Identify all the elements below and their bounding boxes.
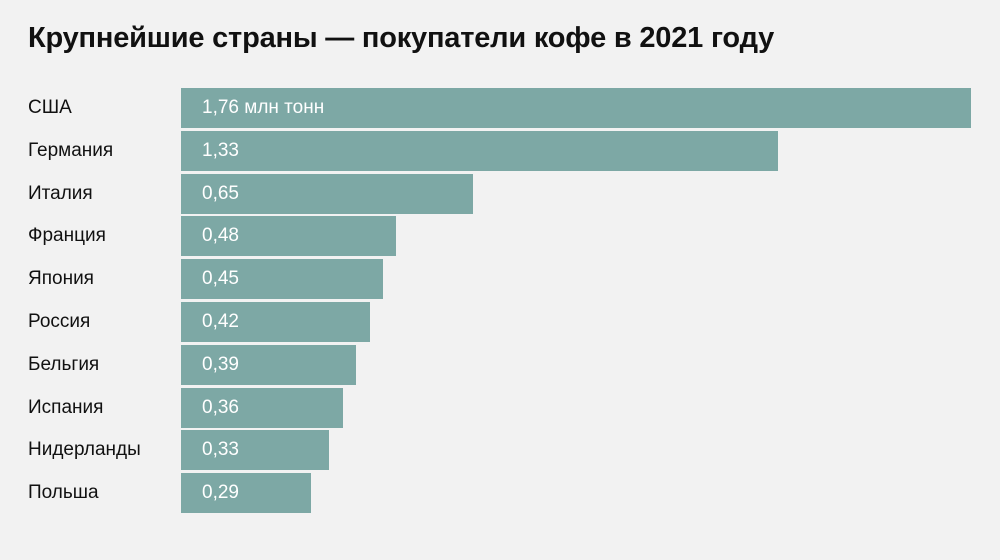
bar-value-label: 1,33 [202, 139, 239, 161]
bar: 0,48 [181, 216, 396, 257]
category-label: Германия [28, 139, 114, 161]
category-label: Испания [28, 396, 104, 418]
category-label: Нидерланды [28, 439, 141, 461]
bar-value-label: 0,33 [202, 439, 239, 461]
bar-value-label: 1,76 млн тонн [202, 97, 325, 118]
category-label: Франция [28, 225, 106, 247]
bar: 0,42 [181, 302, 370, 342]
bar: 0,65 [181, 173, 473, 214]
bar-value-label: 0,48 [202, 225, 239, 247]
bar-value-label: 0,39 [202, 353, 239, 375]
bar-value-label: 0,36 [202, 396, 239, 418]
category-label: Бельгия [28, 353, 100, 375]
category-label: Италия [28, 182, 93, 204]
bar: 1,76 млн тонн [181, 88, 971, 128]
bar: 0,39 [181, 344, 356, 385]
bar-value-label: 0,45 [202, 268, 239, 290]
bar: 0,45 [181, 259, 383, 300]
bar: 0,29 [181, 473, 311, 514]
category-label: США [28, 97, 72, 118]
category-label: Польша [28, 482, 99, 504]
category-label: Россия [28, 311, 91, 332]
bar: 0,33 [181, 430, 329, 471]
bar-value-label: 0,42 [202, 311, 239, 332]
bar: 0,36 [181, 387, 343, 428]
bar-value-label: 0,29 [202, 482, 239, 504]
bar-value-label: 0,65 [202, 182, 239, 204]
category-label: Япония [28, 268, 94, 290]
chart-title: Крупнейшие страны — покупатели кофе в 20… [28, 22, 775, 54]
bar: 1,33 [181, 130, 778, 171]
